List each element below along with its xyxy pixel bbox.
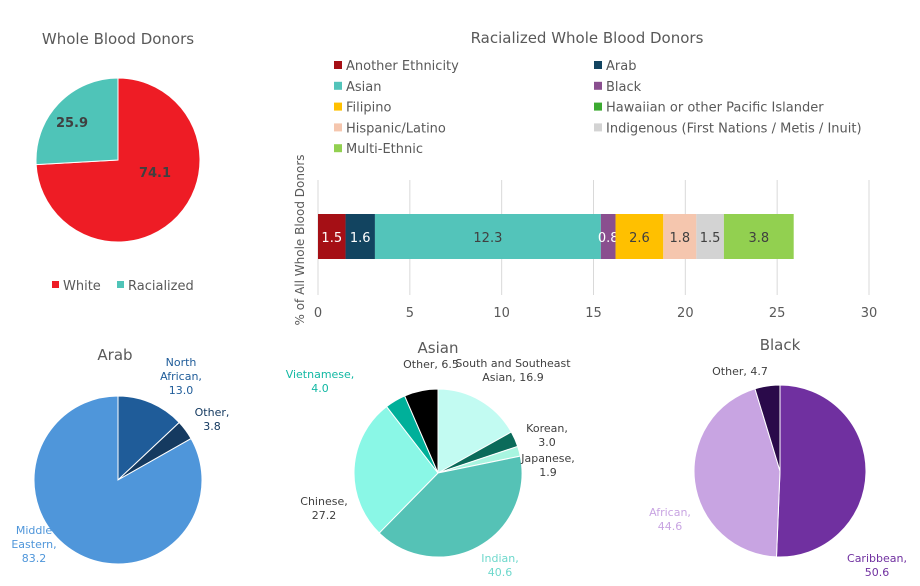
data-label: Chinese, 27.2 xyxy=(300,495,347,522)
legend-swatch xyxy=(594,61,602,69)
legend-swatch xyxy=(117,281,124,288)
data-label: South and Southeast Asian, 16.9 xyxy=(455,357,571,384)
legend-label: Multi-Ethnic xyxy=(346,142,423,157)
bar-segment xyxy=(318,214,346,259)
legend-swatch xyxy=(594,102,602,111)
pie-slice xyxy=(117,395,180,482)
legend-label: Indigenous (First Nations / Metis / Inui… xyxy=(606,121,862,136)
pie-slice xyxy=(404,388,439,474)
legend-swatch xyxy=(594,81,602,90)
pie-slice xyxy=(378,455,523,558)
legend-swatch xyxy=(334,61,342,69)
pie-slice xyxy=(754,384,781,472)
data-label: 0.8 xyxy=(598,231,619,246)
arab-chart: Arab North African, 13.0 Other, 3.8 Middle East… xyxy=(11,346,229,565)
data-label: North African, 13.0 xyxy=(160,356,202,397)
bar-segment xyxy=(663,214,697,259)
pie-slice xyxy=(437,388,512,474)
data-label: African, 44.6 xyxy=(649,506,691,533)
legend-label: Filipino xyxy=(346,101,391,116)
data-label: Other, 4.7 xyxy=(712,365,768,378)
legend-swatch xyxy=(334,81,342,90)
legend-swatch xyxy=(594,123,602,132)
legend-label: Racialized xyxy=(128,279,194,294)
data-label: Korean, 3.0 xyxy=(526,422,568,449)
chart-title: Arab xyxy=(97,346,132,364)
legend-swatch xyxy=(52,281,59,288)
legend-label: Hispanic/Latino xyxy=(346,121,446,136)
data-label: Middle Eastern, 83.2 xyxy=(11,524,56,565)
tick-label: 10 xyxy=(493,306,510,321)
legend-label: Another Ethnicity xyxy=(346,59,459,74)
legend-label: White xyxy=(63,279,101,294)
legend-label: Asian xyxy=(346,80,381,95)
chart-title: Racialized Whole Blood Donors xyxy=(471,29,704,47)
data-label: 3.8 xyxy=(748,231,769,246)
bar-segment xyxy=(345,214,375,259)
data-label: 2.6 xyxy=(629,231,650,246)
data-label: Other, 6.5 xyxy=(403,358,459,371)
chart-title: Asian xyxy=(418,339,459,357)
data-label: 1.6 xyxy=(350,231,371,246)
data-label: 12.3 xyxy=(473,231,502,246)
legend-swatch xyxy=(334,123,342,132)
bar-segment xyxy=(600,214,616,259)
data-label: 74.1 xyxy=(139,166,171,181)
pie-slice xyxy=(35,77,119,166)
bar-segment xyxy=(374,214,601,259)
bar-segment xyxy=(723,214,794,259)
data-label: Indian, 40.6 xyxy=(481,552,518,579)
tick-label: 0 xyxy=(314,306,322,321)
y-axis-label: % of All Whole Blood Donors xyxy=(293,154,307,325)
data-label: 1.5 xyxy=(700,231,721,246)
black-chart: Black Caribbean, 50.6 African, 44.6 Other, 4.… xyxy=(649,336,907,579)
black-pie xyxy=(693,384,867,558)
tick-label: 5 xyxy=(406,306,414,321)
tick-label: 15 xyxy=(585,306,602,321)
data-label: 25.9 xyxy=(56,116,88,131)
legend-swatch xyxy=(334,144,342,153)
legend-label: Arab xyxy=(606,59,636,74)
chart-title: Black xyxy=(760,336,801,354)
data-label: 1.5 xyxy=(321,231,342,246)
data-label: Other, 3.8 xyxy=(195,406,230,433)
pie-slice xyxy=(33,395,203,565)
data-label: Japanese, 1.9 xyxy=(520,452,574,479)
tick-label: 25 xyxy=(769,306,786,321)
whole-blood-pie xyxy=(35,77,201,243)
arab-pie xyxy=(33,395,203,565)
tick-label: 20 xyxy=(677,306,694,321)
bar-segment xyxy=(696,214,724,259)
pie-slice xyxy=(775,384,867,558)
racialized-donors-chart: Racialized Whole Blood Donors Another Eth… xyxy=(293,29,877,326)
legend-label: Hawaiian or other Pacific Islander xyxy=(606,101,824,116)
bar-segment xyxy=(615,214,664,259)
chart-title: Whole Blood Donors xyxy=(42,30,194,48)
pie-slice xyxy=(353,405,439,534)
pie-slice xyxy=(693,388,781,558)
data-label: 1.8 xyxy=(669,231,690,246)
legend-swatch xyxy=(334,102,342,111)
legend-label: Black xyxy=(606,80,642,95)
legend: Another Ethnicity Arab Asian Black Filipino H… xyxy=(334,59,862,157)
asian-pie xyxy=(353,388,523,558)
tick-label: 30 xyxy=(861,306,878,321)
whole-blood-donors-chart: Whole Blood Donors 74.1 25.9 White Racialize… xyxy=(35,30,201,294)
data-label: Vietnamese, 4.0 xyxy=(286,368,355,395)
data-label: Caribbean, 50.6 xyxy=(847,552,907,579)
